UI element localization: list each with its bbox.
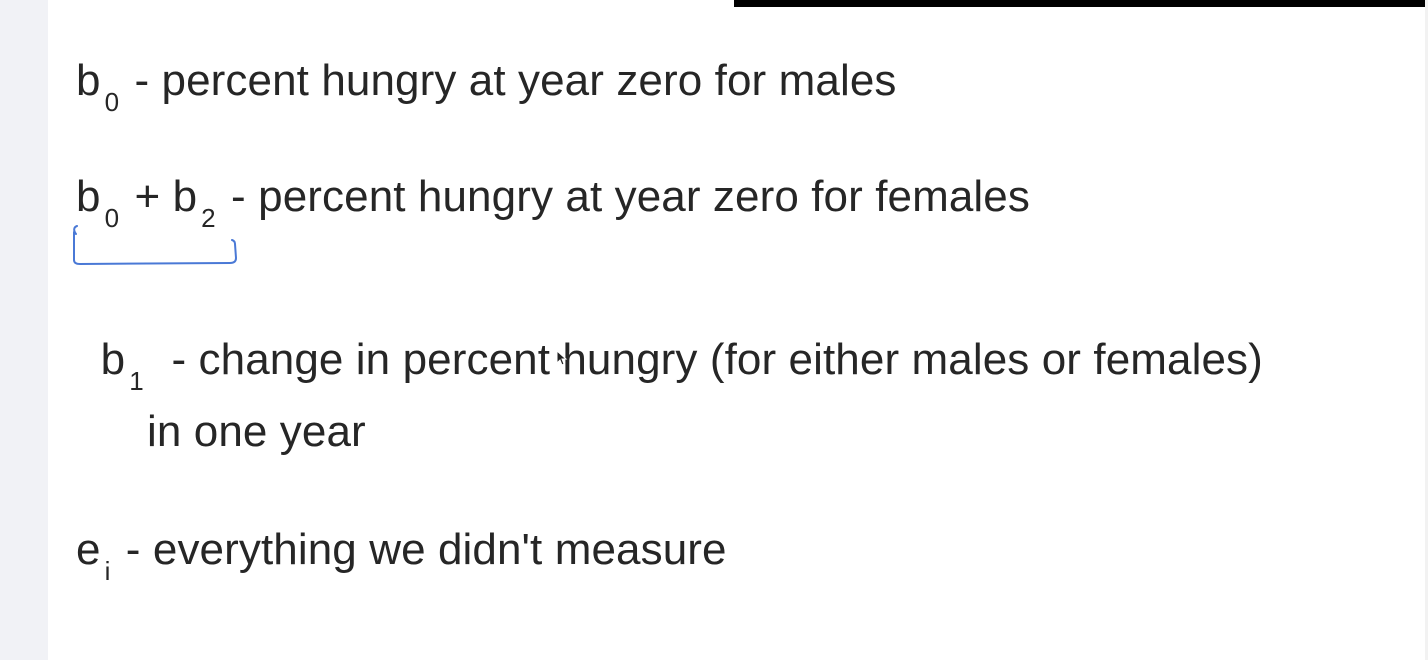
- subscript-0: 0: [104, 87, 120, 117]
- definition-text: - percent hungry at year zero for males: [122, 56, 897, 105]
- symbol-b: b: [100, 335, 126, 384]
- symbol-b: b: [76, 56, 101, 105]
- definition-text: - percent hungry at year zero for female…: [218, 172, 1030, 221]
- symbol-b: b: [76, 172, 101, 221]
- mouse-cursor-icon: [556, 350, 568, 366]
- right-edge: [1425, 0, 1428, 660]
- top-black-bar: [734, 0, 1428, 7]
- definition-text: - everything we didn't measure: [113, 525, 727, 574]
- symbol-e: e: [76, 525, 101, 574]
- symbol-b2: b: [172, 172, 198, 221]
- subscript-0: 0: [104, 203, 120, 233]
- definition-text: - change in percent hungry (for either m…: [146, 335, 1263, 384]
- left-gutter: [0, 0, 48, 660]
- subscript-i: i: [104, 556, 111, 586]
- definition-text: in one year: [147, 407, 366, 456]
- subscript-2: 2: [201, 203, 216, 233]
- plus-sign: +: [122, 172, 173, 221]
- definition-b1-continuation: in one year: [147, 410, 366, 454]
- handwritten-bracket-icon: [73, 225, 237, 265]
- subscript-1: 1: [129, 366, 144, 396]
